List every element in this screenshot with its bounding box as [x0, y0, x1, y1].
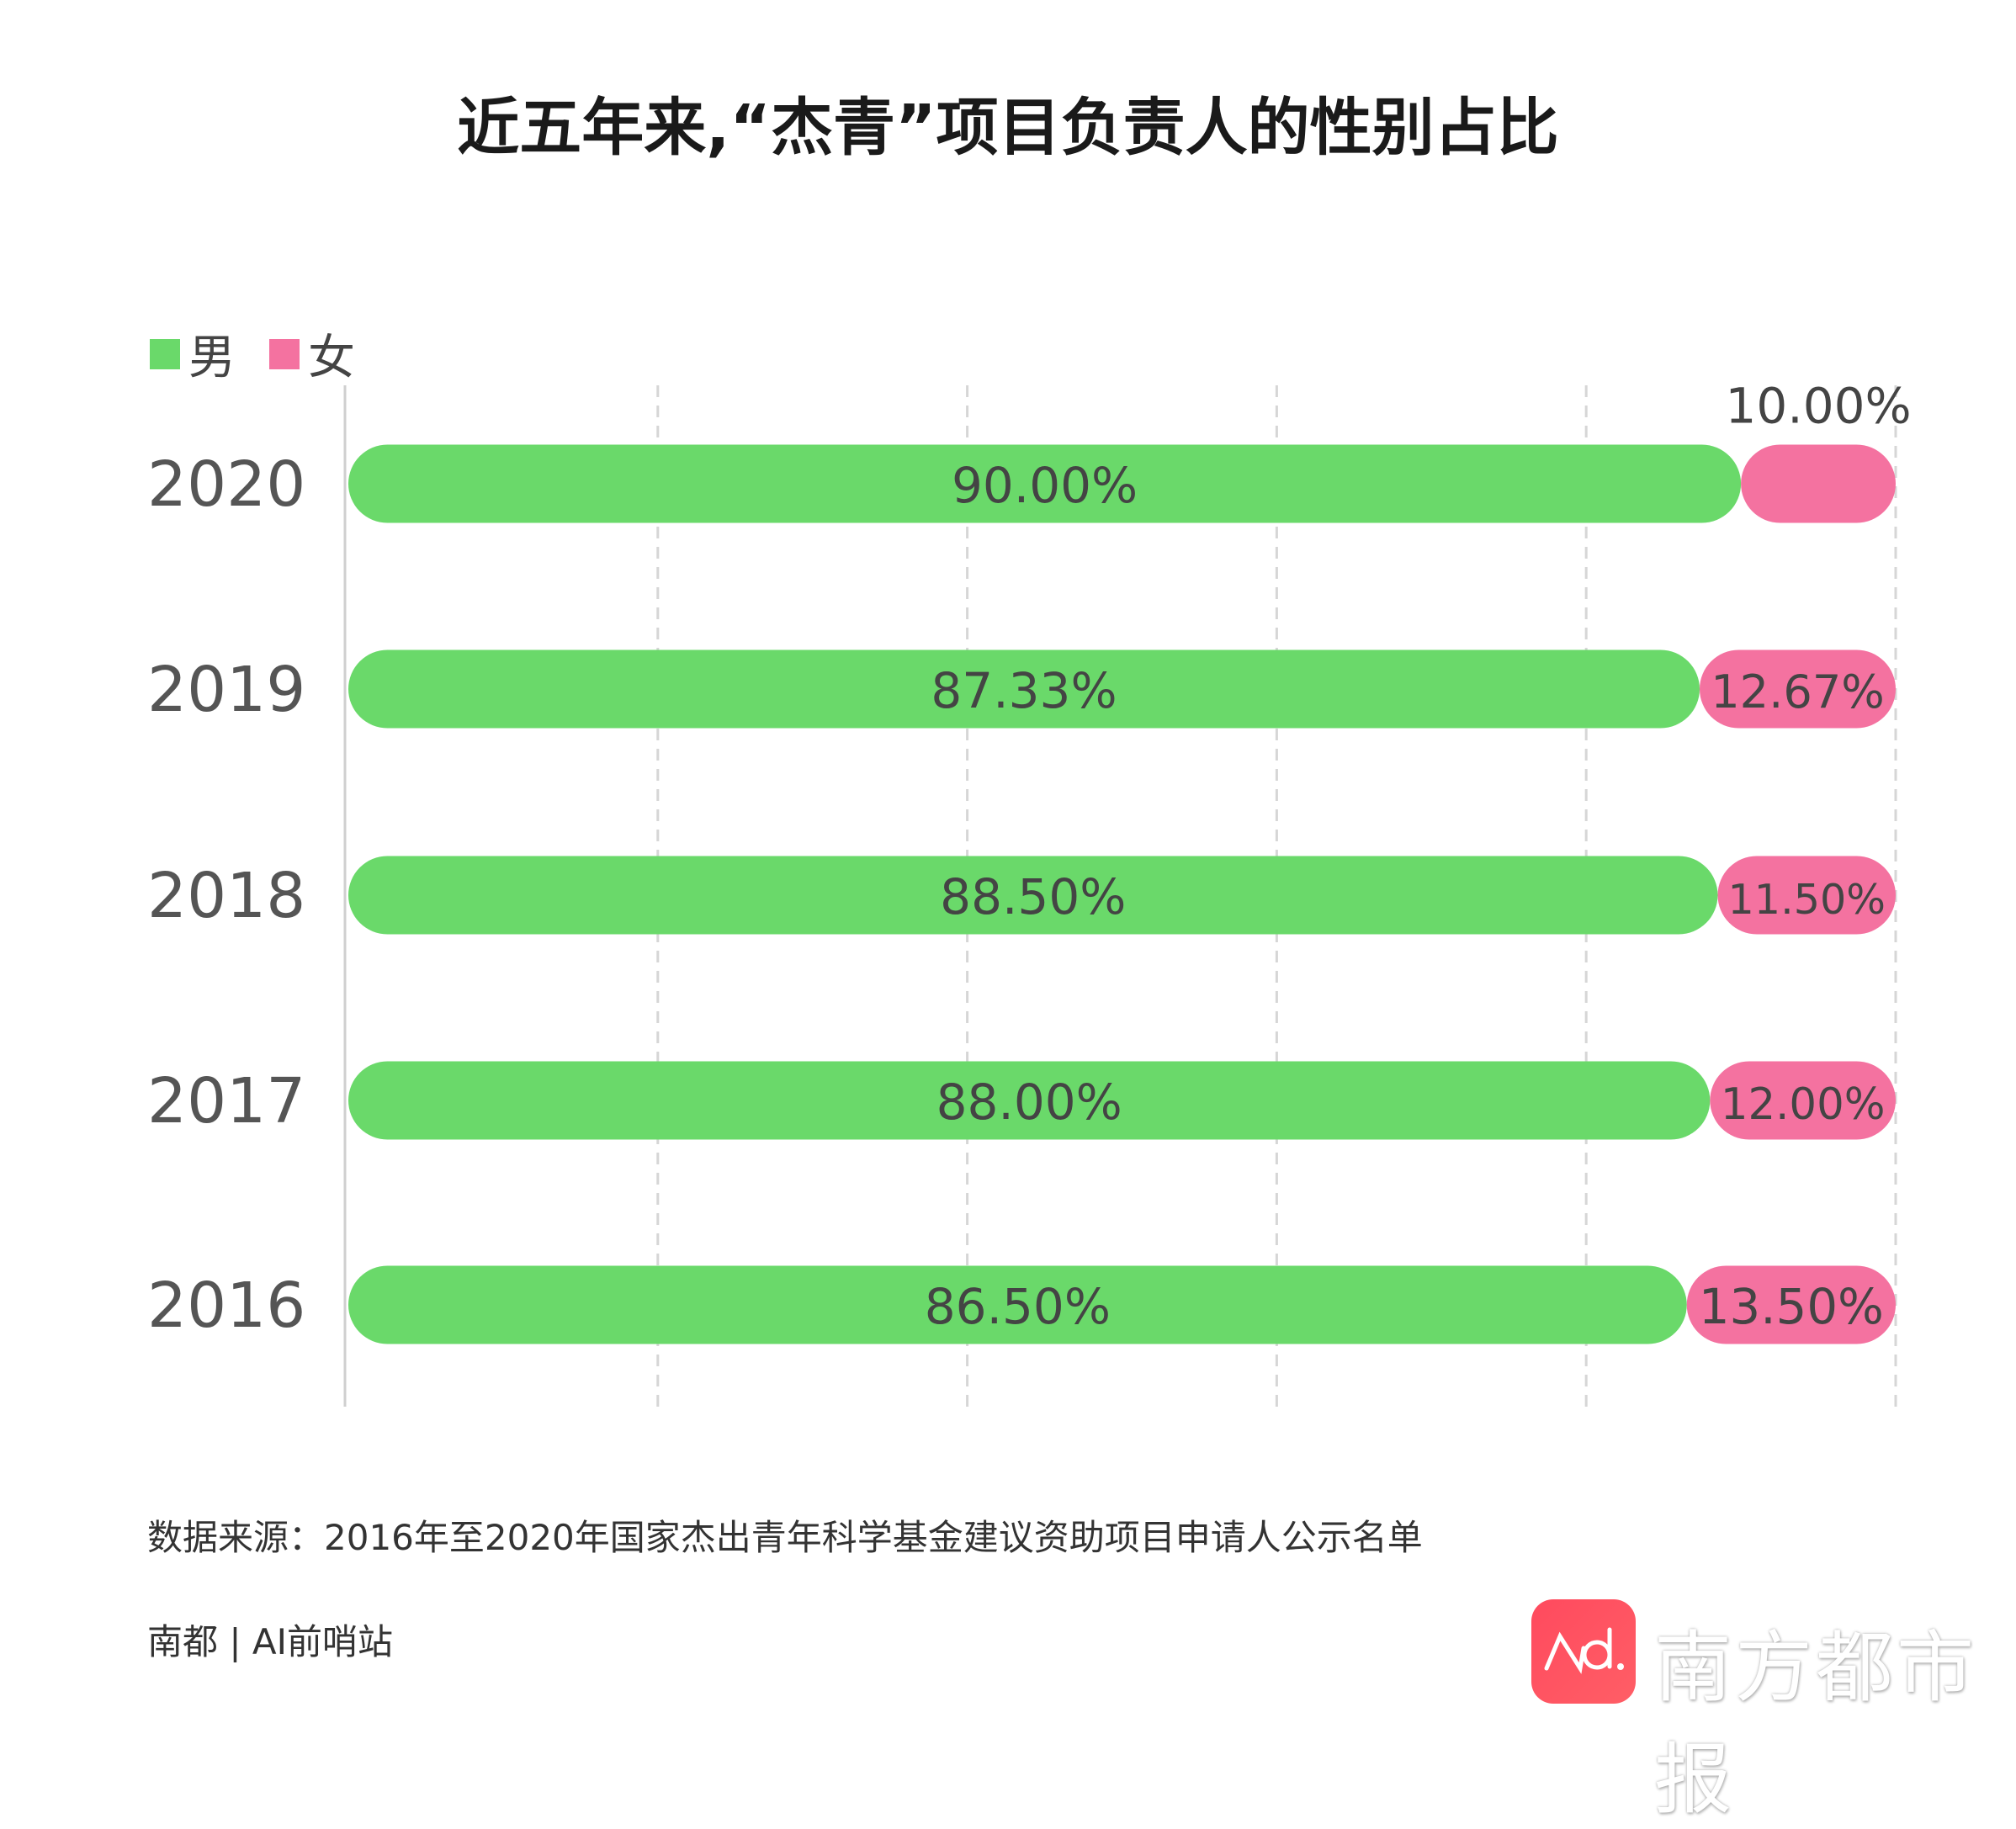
bar-male: [348, 649, 1700, 729]
year-label: 2020: [147, 448, 305, 521]
data-label: 13.50%: [1699, 1278, 1884, 1335]
legend: 男 女: [150, 320, 389, 388]
bar-female: [1741, 444, 1896, 523]
bar-female: [1699, 649, 1896, 729]
bar-female: [1686, 1265, 1896, 1344]
bar-male: [348, 444, 1742, 523]
legend-swatch-male: [150, 338, 180, 369]
legend-item-male: 男: [150, 320, 236, 388]
legend-swatch-female: [269, 338, 300, 369]
legend-label-female: 女: [308, 331, 355, 385]
bar-male: [348, 856, 1718, 935]
bar-male: [348, 1265, 1687, 1344]
nandu-logo: [1531, 1599, 1636, 1704]
chart-title: 近五年来,“杰青”项目负责人的性别占比: [457, 92, 1559, 164]
legend-item-female: 女: [269, 320, 355, 388]
legend-label-male: 男: [188, 331, 236, 385]
bar-chart: 2020 90.00% 10.00% 2019 87.33% 12.67% 2018 88.5…: [147, 378, 1912, 1407]
bar-female: [1710, 1061, 1896, 1140]
data-source: 数据来源：2016年至2020年国家杰出青年科学基金建议资助项目申请人公示名单: [147, 1517, 1423, 1558]
year-label: 2016: [147, 1270, 305, 1342]
data-label: 11.50%: [1728, 875, 1886, 924]
bar-male: [348, 1061, 1711, 1140]
year-label: 2017: [147, 1065, 305, 1137]
data-label: 12.00%: [1721, 1079, 1886, 1130]
data-label: 87.33%: [931, 662, 1117, 719]
data-label: 10.00%: [1725, 378, 1911, 435]
bar-female: [1717, 856, 1896, 935]
year-label: 2019: [147, 654, 305, 726]
nd-logo-icon: [1544, 1627, 1624, 1674]
credit: 南都 | AI前哨站: [147, 1621, 393, 1662]
year-label: 2018: [147, 860, 305, 932]
data-label: 88.00%: [936, 1074, 1122, 1131]
data-label: 86.50%: [925, 1278, 1111, 1335]
data-label: 90.00%: [952, 457, 1138, 514]
data-label: 88.50%: [940, 868, 1126, 925]
data-label: 12.67%: [1711, 665, 1885, 718]
brand-name: 南方都市报: [1654, 1623, 1978, 1825]
